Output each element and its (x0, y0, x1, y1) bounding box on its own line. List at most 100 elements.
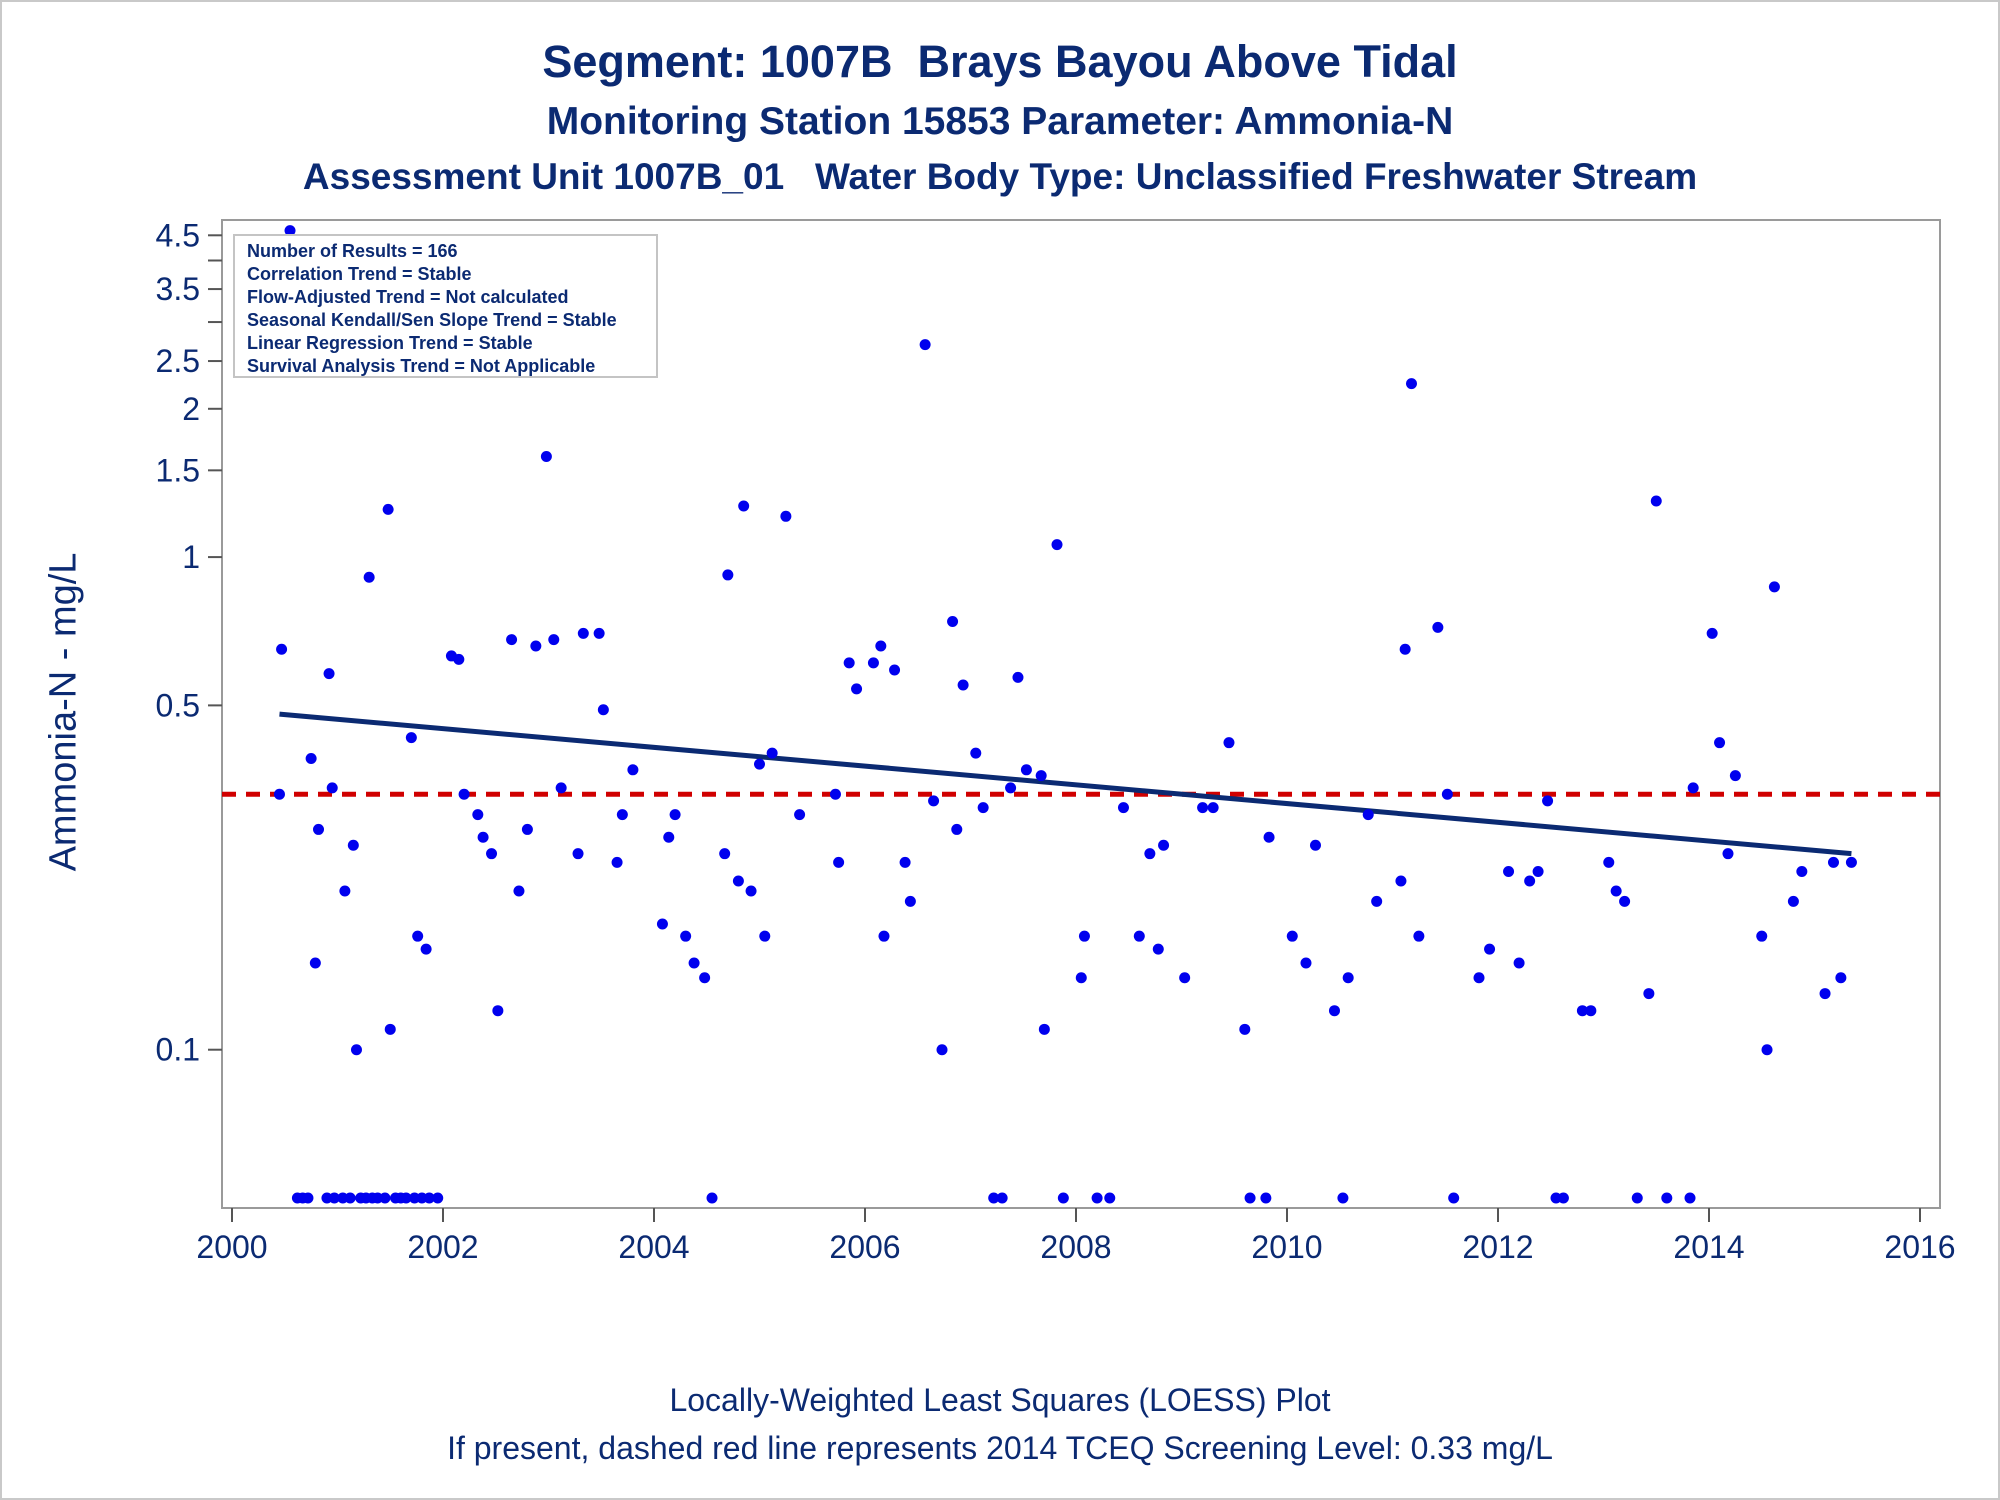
x-axis: 2000 2002 2004 2006 2008 2010 2012 2014 2016 (196, 1208, 1956, 1265)
data-point (379, 1192, 391, 1204)
data-point (663, 831, 675, 843)
data-point (597, 704, 609, 716)
data-point (284, 225, 296, 237)
data-point (506, 634, 518, 646)
loess-trend-line (279, 711, 1852, 857)
data-point (1399, 643, 1411, 655)
y-tick-label: 0.5 (156, 687, 200, 723)
data-point (1835, 972, 1847, 984)
data-point (1576, 1005, 1588, 1017)
data-point (1768, 581, 1780, 593)
data-point (1432, 621, 1444, 633)
data-point (878, 930, 890, 942)
legend-box (233, 234, 658, 378)
data-point (432, 1192, 444, 1204)
data-point (957, 679, 969, 691)
data-point (833, 856, 845, 868)
data-point (521, 823, 533, 835)
data-point (405, 732, 417, 744)
data-point (1761, 1044, 1773, 1056)
data-point (656, 918, 668, 930)
data-point (928, 795, 940, 807)
x-tick-label: 2000 (196, 1229, 267, 1265)
data-point (1484, 943, 1496, 955)
data-point (754, 758, 765, 770)
data-point (1152, 943, 1164, 955)
data-point (555, 782, 567, 794)
data-point (423, 1192, 435, 1204)
data-point (759, 930, 771, 942)
data-point (1722, 848, 1734, 860)
data-point (1309, 839, 1321, 851)
data-point (766, 747, 778, 759)
data-point (1631, 1192, 1643, 1204)
x-tick-label: 2008 (1040, 1229, 1111, 1265)
data-point (350, 1044, 362, 1056)
data-point (1158, 839, 1170, 851)
data-point (344, 1192, 356, 1204)
data-point (699, 972, 711, 984)
data-point (347, 839, 359, 851)
data-point (843, 657, 855, 669)
data-point (400, 1192, 412, 1204)
x-tick-label: 2010 (1251, 1229, 1322, 1265)
chart-subtitle: Monitoring Station 15853 Parameter: Ammo… (546, 100, 1454, 143)
data-point (680, 930, 692, 942)
data-point (530, 640, 542, 652)
data-point (688, 957, 700, 969)
data-point (1078, 930, 1090, 942)
data-point (577, 627, 589, 639)
data-point (572, 848, 584, 860)
data-point (453, 653, 465, 665)
data-point (951, 823, 963, 835)
data-point (1038, 1023, 1050, 1035)
data-points (273, 225, 1857, 1204)
y-tick-label: 3.5 (156, 271, 200, 307)
data-point (486, 848, 498, 860)
data-point (305, 753, 317, 765)
data-point (1179, 972, 1191, 984)
data-point (1005, 782, 1017, 794)
x-tick-label: 2004 (618, 1229, 689, 1265)
data-point (1020, 764, 1032, 776)
data-point (1603, 856, 1615, 868)
data-point (339, 885, 351, 897)
data-point (1729, 770, 1741, 782)
data-point (540, 451, 552, 463)
data-point (1687, 782, 1699, 794)
data-point (1413, 930, 1425, 942)
legend-line: Flow-Adjusted Trend = Not calculated (247, 287, 569, 307)
data-point (593, 627, 605, 639)
data-point (1787, 895, 1799, 907)
data-point (328, 1192, 340, 1204)
data-point (472, 809, 484, 821)
data-point (1827, 856, 1839, 868)
trend-line (279, 711, 1852, 857)
data-point (1117, 802, 1129, 814)
data-point (313, 823, 325, 835)
data-point (627, 764, 639, 776)
data-point (326, 782, 338, 794)
data-point (1342, 972, 1354, 984)
x-tick-label: 2012 (1462, 1229, 1533, 1265)
data-point (829, 788, 841, 800)
data-point (1091, 1192, 1103, 1204)
data-point (1197, 802, 1209, 814)
data-point (1650, 495, 1662, 507)
data-point (1532, 866, 1544, 878)
data-point (719, 848, 731, 860)
data-point (1075, 972, 1087, 984)
data-point (1473, 972, 1485, 984)
data-point (1585, 1005, 1597, 1017)
plot-area (221, 219, 1941, 1209)
data-point (412, 930, 424, 942)
x-tick-label: 2002 (407, 1229, 478, 1265)
data-point (1441, 788, 1453, 800)
data-point (738, 500, 750, 512)
legend-line: Linear Regression Trend = Stable (247, 333, 533, 353)
data-point (1845, 856, 1857, 868)
data-point (936, 1044, 948, 1056)
data-point (1796, 866, 1808, 878)
x-tick-label: 2014 (1673, 1229, 1744, 1265)
